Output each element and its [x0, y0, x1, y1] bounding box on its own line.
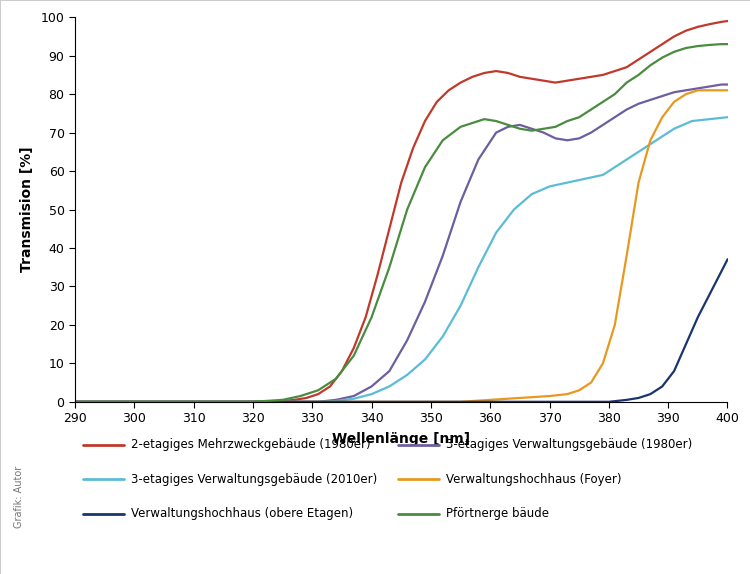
Text: 3-etagiges Verwaltungsgebäude (1980er): 3-etagiges Verwaltungsgebäude (1980er): [446, 439, 692, 451]
X-axis label: Wellenlänge [nm]: Wellenlänge [nm]: [332, 432, 470, 446]
Text: 2-etagiges Mehrzweckgebäude (1980er): 2-etagiges Mehrzweckgebäude (1980er): [131, 439, 370, 451]
Y-axis label: Transmision [%]: Transmision [%]: [20, 147, 34, 272]
Text: Pförtnerge bäude: Pförtnerge bäude: [446, 507, 549, 520]
Text: Verwaltungshochhaus (obere Etagen): Verwaltungshochhaus (obere Etagen): [131, 507, 353, 520]
Text: Verwaltungshochhaus (Foyer): Verwaltungshochhaus (Foyer): [446, 473, 622, 486]
Text: Grafik: Autor: Grafik: Autor: [13, 466, 24, 528]
Text: 3-etagiges Verwaltungsgebäude (2010er): 3-etagiges Verwaltungsgebäude (2010er): [131, 473, 377, 486]
